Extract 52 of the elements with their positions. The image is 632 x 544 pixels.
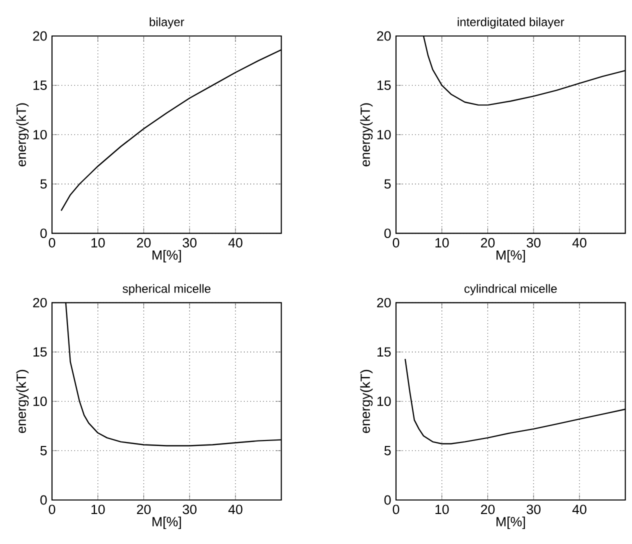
x-tick-label: 40 xyxy=(228,238,242,248)
y-tick-label: 20 xyxy=(33,31,47,41)
y-axis-title: energy(kT) xyxy=(360,103,373,166)
y-axis-title: energy(kT) xyxy=(360,370,373,433)
x-tick-label: 20 xyxy=(136,504,151,514)
x-tick-label: 30 xyxy=(526,504,540,514)
chart-title: bilayer xyxy=(150,17,184,29)
y-tick-label: 10 xyxy=(33,130,47,140)
y-tick-label: 5 xyxy=(384,179,391,189)
x-tick-label: 0 xyxy=(392,504,400,514)
y-tick-label: 20 xyxy=(377,298,391,308)
chart-title: cylindrical micelle xyxy=(464,284,557,296)
x-tick-label: 0 xyxy=(392,238,400,248)
x-tick-label: 10 xyxy=(91,238,105,248)
x-axis-title: M[%] xyxy=(496,250,525,262)
x-axis-title: M[%] xyxy=(496,516,525,530)
y-tick-label: 10 xyxy=(33,396,47,406)
y-tick-label: 0 xyxy=(384,228,391,238)
y-tick-label: 15 xyxy=(33,347,47,357)
x-axis-title: M[%] xyxy=(152,516,181,530)
y-tick-label: 10 xyxy=(377,396,391,406)
x-tick-label: 30 xyxy=(182,504,196,514)
y-tick-label: 15 xyxy=(33,80,47,90)
y-tick-label: 0 xyxy=(40,495,47,505)
x-tick-label: 20 xyxy=(480,504,495,514)
x-tick-label: 20 xyxy=(480,238,495,248)
x-tick-label: 10 xyxy=(435,504,449,514)
chart-title: spherical micelle xyxy=(122,284,210,296)
y-tick-label: 5 xyxy=(40,446,47,456)
y-tick-label: 5 xyxy=(384,446,391,456)
x-tick-label: 10 xyxy=(435,238,449,248)
y-tick-label: 15 xyxy=(377,347,391,357)
y-tick-label: 20 xyxy=(33,298,47,308)
x-tick-label: 40 xyxy=(228,504,242,514)
x-tick-label: 40 xyxy=(572,504,586,514)
y-tick-label: 5 xyxy=(40,179,47,189)
x-tick-label: 30 xyxy=(182,238,196,248)
y-axis-title: energy(kT) xyxy=(16,103,29,166)
x-axis-title: M[%] xyxy=(152,250,181,262)
y-tick-label: 10 xyxy=(377,130,391,140)
y-tick-label: 20 xyxy=(377,31,391,41)
x-tick-label: 40 xyxy=(572,238,586,248)
y-tick-label: 0 xyxy=(40,228,47,238)
x-tick-label: 10 xyxy=(91,504,105,514)
y-tick-label: 0 xyxy=(384,495,391,505)
y-axis-title: energy(kT) xyxy=(16,370,29,433)
chart-title: interdigitated bilayer xyxy=(458,17,564,29)
x-tick-label: 30 xyxy=(526,238,540,248)
x-tick-label: 20 xyxy=(136,238,151,248)
x-tick-label: 0 xyxy=(48,504,56,514)
x-tick-label: 0 xyxy=(48,238,56,248)
y-tick-label: 15 xyxy=(377,80,391,90)
